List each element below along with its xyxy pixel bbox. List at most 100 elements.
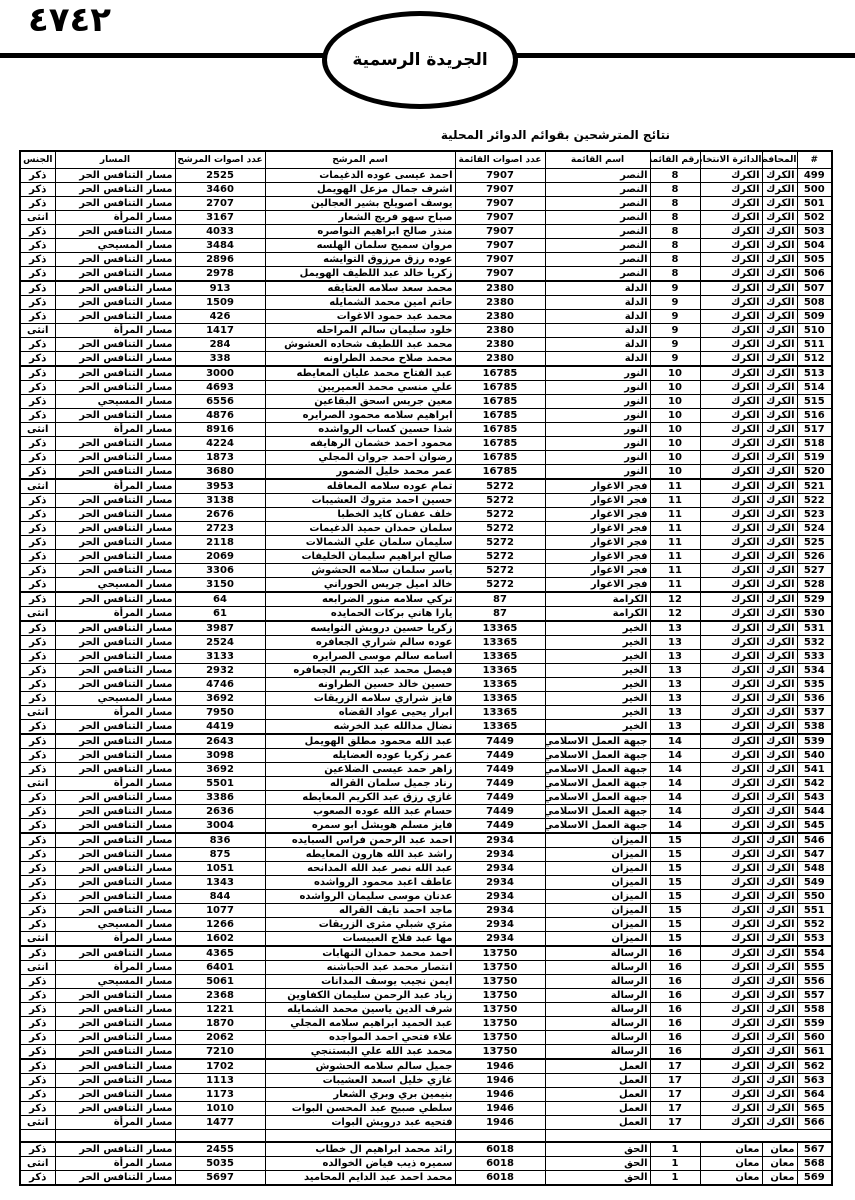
cell-district: الكرك (699, 1030, 763, 1045)
cell-list-name: الدلة (544, 295, 651, 310)
cell-candidate: جميل سالم سلامه الحشوش (264, 1058, 456, 1074)
cell-district: الكرك (699, 960, 763, 975)
cell-list-votes: 1946 (454, 1101, 546, 1116)
cell-list-votes: 13365 (454, 663, 546, 678)
cell-track: مسار التنافس الحر (54, 677, 176, 692)
cell-votes: 4419 (174, 719, 266, 735)
cell-list-no: 9 (649, 351, 701, 367)
cell-no: 537 (796, 705, 833, 720)
cell-list-votes: 13750 (454, 988, 546, 1003)
table-row: 508 الكرك الكرك 9 الدلة 2380 حاتم امين محمد ال… (19, 295, 833, 310)
cell-list-votes: 7907 (454, 210, 546, 225)
cell-track: مسار التنافس الحر (54, 365, 176, 381)
cell-no: 531 (796, 620, 833, 636)
cell-candidate: زياد عبد الرحمن سليمان الكفاوين (264, 988, 456, 1003)
cell-no: 532 (796, 635, 833, 650)
cell-track: مسار التنافس الحر (54, 875, 176, 890)
cell-no: 522 (796, 493, 833, 508)
cell-gov: معان (761, 1170, 798, 1186)
cell-list-no: 11 (649, 478, 701, 494)
cell-candidate: احمد عبد الرحمن فراس السبايده (264, 832, 456, 848)
cell-list-name: فجر الاغوار (544, 549, 651, 564)
cell-gender: ذكر (19, 889, 56, 904)
cell-no: 552 (796, 917, 833, 932)
cell-list-votes: 2380 (454, 309, 546, 324)
cell-no: 509 (796, 309, 833, 324)
table-row: 523 الكرك الكرك 11 فجر الاغوار 5272 خلف عفنان … (19, 507, 833, 522)
cell-no: 560 (796, 1030, 833, 1045)
cell-gov: الكرك (761, 450, 798, 465)
cell-gender: ذكر (19, 818, 56, 834)
cell-list-votes: 13750 (454, 945, 546, 961)
cell-track: مسار التنافس الحر (54, 295, 176, 310)
cell-no: 541 (796, 762, 833, 777)
cell-track: مسار التنافس الحر (54, 635, 176, 650)
cell-candidate: اشرف جمال مزعل الهويمل (264, 182, 456, 197)
cell-list-name: الميزان (544, 861, 651, 876)
cell-candidate: فايز مسلم هويشل ابو سمره (264, 818, 456, 834)
table-row: 553 الكرك الكرك 15 الميزان 2934 مها عبد فلاح ا… (19, 931, 833, 947)
cell-gov: الكرك (761, 266, 798, 282)
cell-list-votes: 6018 (454, 1170, 546, 1186)
cell-candidate: حسام عبد الله عوده الصعوب (264, 804, 456, 819)
cell-list-name: الرسالة (544, 974, 651, 989)
table-header-row: #المحافظةالدائرة الانتخابيةرقم القائمةاس… (19, 150, 833, 169)
cell-candidate: محمد احمد عبد الدايم المحاميد (264, 1170, 456, 1186)
cell-track: مسار التنافس الحر (54, 988, 176, 1003)
table-row: 543 الكرك الكرك 14 جبهة العمل الاسلامي 7449 غا… (19, 790, 833, 805)
cell-list-votes: 16785 (454, 464, 546, 480)
cell-track: مسار التنافس الحر (54, 224, 176, 239)
cell-list-no: 11 (649, 563, 701, 578)
cell-votes: 3098 (174, 748, 266, 763)
cell-no: 564 (796, 1087, 833, 1102)
cell-list-name: العمل (544, 1073, 651, 1088)
cell-candidate: سليمان سلمان علي الشمالات (264, 535, 456, 550)
cell-list-no: 13 (649, 705, 701, 720)
cell-candidate: معين جريس اسحق البقاعين (264, 394, 456, 409)
cell-list-name: الخير (544, 635, 651, 650)
cell-list-votes: 16785 (454, 394, 546, 409)
cell-gender: ذكر (19, 436, 56, 451)
cell-list-no: 15 (649, 917, 701, 932)
cell-list-no: 16 (649, 1002, 701, 1017)
table-row: 507 الكرك الكرك 9 الدلة 2380 محمد سعد سلامه ال… (19, 280, 833, 296)
cell-gov: الكرك (761, 776, 798, 791)
cell-list-no: 17 (649, 1058, 701, 1074)
table-row: 540 الكرك الكرك 14 جبهة العمل الاسلامي 7449 عم… (19, 748, 833, 763)
cell-gov: الكرك (761, 974, 798, 989)
cell-list-votes: 7449 (454, 818, 546, 834)
table-row: 558 الكرك الكرك 16 الرسالة 13750 شرف الدين ياس… (19, 1002, 833, 1017)
cell-no: 556 (796, 974, 833, 989)
cell-list-votes: 5272 (454, 493, 546, 508)
table-body: 499 الكرك الكرك 8 النصر 7907 احمد عيسى عوده ال… (19, 168, 833, 1186)
cell-track: مسار المرأة (54, 210, 176, 225)
cell-gov: الكرك (761, 1044, 798, 1060)
cell-district: الكرك (699, 535, 763, 550)
cell-no: 536 (796, 691, 833, 706)
cell-gov: الكرك (761, 365, 798, 381)
cell-track: مسار التنافس الحر (54, 521, 176, 536)
cell-votes: 2978 (174, 266, 266, 282)
cell-list-votes: 13365 (454, 719, 546, 735)
table-row: 567 معان معان 1 الحق 6018 رائد محمد ابراهيم ال… (19, 1141, 833, 1157)
cell-track: مسار المسيحي (54, 394, 176, 409)
cell-votes: 4876 (174, 408, 266, 423)
cell-list-name: الحق (544, 1170, 651, 1186)
cell-candidate: غازي خليل اسعد العشيبات (264, 1073, 456, 1088)
cell-no: 529 (796, 591, 833, 607)
cell-list-votes: 13365 (454, 691, 546, 706)
cell-list-name: النور (544, 436, 651, 451)
cell-district: الكرك (699, 1016, 763, 1031)
cell-list-votes: 13365 (454, 649, 546, 664)
cell-district: الكرك (699, 408, 763, 423)
cell-district: الكرك (699, 861, 763, 876)
cell-list-votes: 13365 (454, 677, 546, 692)
cell-track: مسار التنافس الحر (54, 847, 176, 862)
cell-votes: 1051 (174, 861, 266, 876)
cell-gender: انثى (19, 323, 56, 338)
cell-track: مسار التنافس الحر (54, 1002, 176, 1017)
cell-votes: 2069 (174, 549, 266, 564)
cell-no: 528 (796, 577, 833, 593)
cell-no: 547 (796, 847, 833, 862)
cell-gov: الكرك (761, 832, 798, 848)
